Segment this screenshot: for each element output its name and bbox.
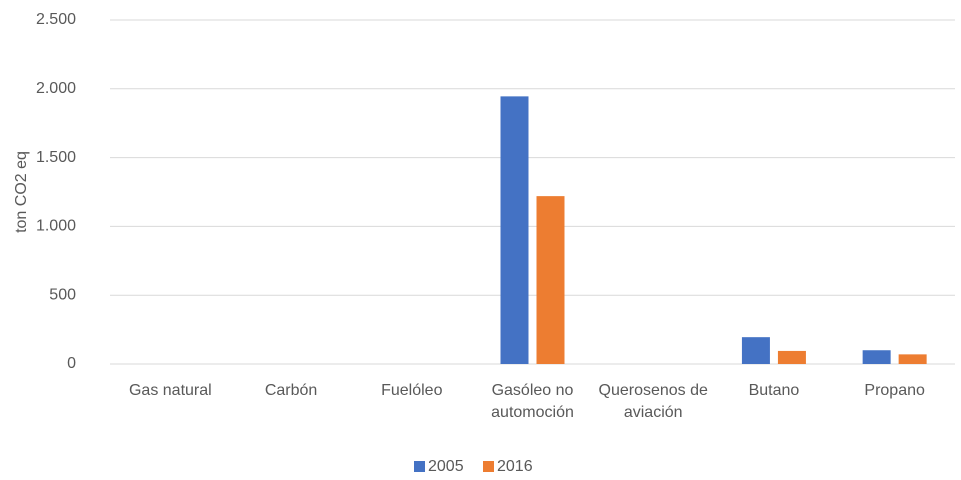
x-tick-label: Gas natural — [128, 382, 212, 399]
bar — [777, 350, 806, 364]
legend-label: 2016 — [497, 458, 533, 475]
y-tick-label: 1.500 — [36, 149, 76, 166]
y-tick-label: 1.000 — [36, 218, 76, 235]
x-tick-label: Propano — [864, 382, 925, 399]
bar — [862, 350, 891, 364]
bar — [741, 337, 770, 364]
y-tick-label: 0 — [67, 355, 76, 372]
x-tick-label: Gasóleo no automoción — [491, 382, 574, 421]
bar — [536, 196, 565, 364]
x-tick-label: Fuelóleo — [381, 382, 443, 399]
legend-swatch — [414, 461, 425, 472]
y-axis-label: ton CO2 eq — [13, 151, 30, 233]
x-tick-label: Butano — [748, 382, 800, 399]
bar — [898, 354, 927, 364]
x-tick-label: Querosenos de aviación — [598, 382, 708, 421]
legend-swatch — [483, 461, 494, 472]
x-tick-label: Carbón — [264, 382, 318, 399]
y-tick-label: 2.000 — [36, 80, 76, 97]
y-tick-label: 2.500 — [36, 11, 76, 28]
y-tick-label: 500 — [49, 286, 76, 303]
bar — [500, 96, 529, 365]
legend-label: 2005 — [428, 458, 464, 475]
